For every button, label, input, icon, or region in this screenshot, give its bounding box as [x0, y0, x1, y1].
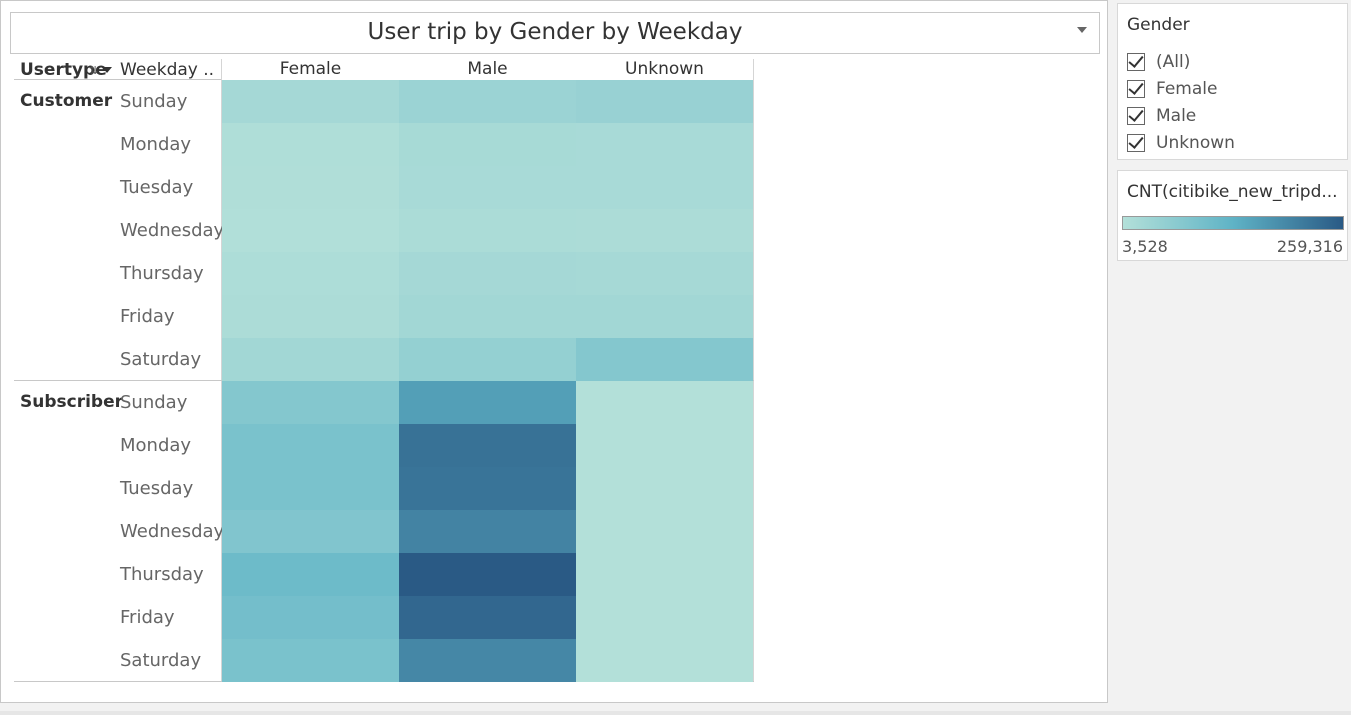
check-icon — [1128, 106, 1144, 122]
title-dropdown-icon[interactable] — [1077, 27, 1087, 33]
heatmap-cell-customer-saturday-unknown[interactable] — [576, 338, 753, 381]
row-label-subscriber-monday: Monday — [120, 435, 192, 456]
check-icon — [1128, 79, 1144, 95]
filter-label: Female — [1156, 79, 1218, 99]
color-gradient-bar — [1122, 216, 1344, 230]
heatmap-cell-customer-thursday-female[interactable] — [222, 252, 399, 295]
heatmap-cell-subscriber-tuesday-female[interactable] — [222, 467, 399, 510]
row-label-subscriber-friday: Friday — [120, 607, 175, 628]
heatmap-cell-subscriber-wednesday-female[interactable] — [222, 510, 399, 553]
bottom-tab-strip — [0, 711, 1351, 715]
heatmap-cell-customer-saturday-female[interactable] — [222, 338, 399, 381]
legend-min-label: 3,528 — [1122, 237, 1168, 256]
header-divider — [14, 79, 222, 80]
checkbox-male[interactable] — [1127, 106, 1145, 125]
row-label-customer-friday: Friday — [120, 306, 175, 327]
checkbox-all[interactable] — [1127, 52, 1145, 71]
heatmap-cell-subscriber-sunday-male[interactable] — [399, 381, 576, 424]
heatmap-cell-subscriber-thursday-female[interactable] — [222, 553, 399, 596]
heatmap-cell-customer-thursday-unknown[interactable] — [576, 252, 753, 295]
heatmap-cell-customer-sunday-unknown[interactable] — [576, 80, 753, 123]
heatmap-cell-subscriber-saturday-female[interactable] — [222, 639, 399, 682]
legend-max-label: 259,316 — [1276, 237, 1343, 256]
heatmap-cell-subscriber-tuesday-unknown[interactable] — [576, 467, 753, 510]
check-icon — [1128, 133, 1144, 149]
row-label-customer-monday: Monday — [120, 134, 192, 155]
row-label-customer-sunday: Sunday — [120, 91, 188, 112]
checkbox-unknown[interactable] — [1127, 133, 1145, 152]
row-label-customer-thursday: Thursday — [120, 263, 204, 284]
heatmap-cell-customer-tuesday-female[interactable] — [222, 166, 399, 209]
heatmap-cell-subscriber-thursday-male[interactable] — [399, 553, 576, 596]
row-label-customer-wednesday: Wednesday — [120, 220, 225, 241]
heatmap-cell-customer-monday-male[interactable] — [399, 123, 576, 166]
row-label-subscriber-saturday: Saturday — [120, 650, 202, 671]
heatmap-cell-customer-sunday-female[interactable] — [222, 80, 399, 123]
worksheet-area: User trip by Gender by Weekday Usertype … — [0, 0, 1108, 703]
filter-title: Gender — [1127, 15, 1190, 35]
heatmap-cell-customer-tuesday-male[interactable] — [399, 166, 576, 209]
heatmap-cell-customer-friday-female[interactable] — [222, 295, 399, 338]
heatmap-cell-customer-monday-female[interactable] — [222, 123, 399, 166]
heatmap-cell-subscriber-wednesday-male[interactable] — [399, 510, 576, 553]
heatmap-cell-subscriber-tuesday-male[interactable] — [399, 467, 576, 510]
chart-title: User trip by Gender by Weekday — [367, 19, 743, 45]
heatmap-cell-subscriber-monday-unknown[interactable] — [576, 424, 753, 467]
heatmap-cell-customer-friday-male[interactable] — [399, 295, 576, 338]
row-label-subscriber-sunday: Sunday — [120, 392, 188, 413]
column-header-male[interactable]: Male — [467, 59, 508, 79]
column-header-unknown[interactable]: Unknown — [625, 59, 704, 79]
row-label-subscriber-tuesday: Tuesday — [120, 478, 194, 499]
usertype-sort-arrow-icon[interactable] — [102, 67, 112, 73]
table-right-border — [753, 59, 754, 681]
heatmap-cell-customer-friday-unknown[interactable] — [576, 295, 753, 338]
column-header-female[interactable]: Female — [279, 59, 342, 79]
weekday-header[interactable]: Weekday .. — [120, 60, 215, 80]
row-label-subscriber-wednesday: Wednesday — [120, 521, 225, 542]
heatmap-cell-subscriber-friday-unknown[interactable] — [576, 596, 753, 639]
check-icon — [1128, 52, 1144, 68]
filter-label: Male — [1156, 106, 1197, 126]
heatmap-cell-subscriber-friday-male[interactable] — [399, 596, 576, 639]
row-label-customer-saturday: Saturday — [120, 349, 202, 370]
heatmap-cell-subscriber-saturday-male[interactable] — [399, 639, 576, 682]
heatmap-cell-subscriber-saturday-unknown[interactable] — [576, 639, 753, 682]
heatmap-cell-subscriber-monday-female[interactable] — [222, 424, 399, 467]
color-legend-panel: CNT(citibike_new_tripd... 3,528 259,316 — [1117, 170, 1348, 261]
heatmap-cell-customer-thursday-male[interactable] — [399, 252, 576, 295]
heatmap-cell-customer-wednesday-female[interactable] — [222, 209, 399, 252]
checkbox-female[interactable] — [1127, 79, 1145, 98]
title-bar: User trip by Gender by Weekday — [10, 12, 1100, 54]
heatmap-cell-subscriber-thursday-unknown[interactable] — [576, 553, 753, 596]
filter-label: Unknown — [1156, 133, 1235, 153]
legend-title: CNT(citibike_new_tripd... — [1127, 182, 1338, 202]
heatmap-cell-customer-wednesday-unknown[interactable] — [576, 209, 753, 252]
heatmap-cell-subscriber-sunday-unknown[interactable] — [576, 381, 753, 424]
sort-icon[interactable]: ⇅ — [89, 64, 99, 77]
filter-label: (All) — [1156, 52, 1191, 72]
heatmap-cell-subscriber-friday-female[interactable] — [222, 596, 399, 639]
heatmap-cell-subscriber-wednesday-unknown[interactable] — [576, 510, 753, 553]
heatmap-cell-subscriber-monday-male[interactable] — [399, 424, 576, 467]
group-label-customer: Customer — [20, 91, 113, 111]
heatmap-cell-customer-saturday-male[interactable] — [399, 338, 576, 381]
row-label-customer-tuesday: Tuesday — [120, 177, 194, 198]
heatmap-cell-customer-monday-unknown[interactable] — [576, 123, 753, 166]
heatmap-cell-customer-tuesday-unknown[interactable] — [576, 166, 753, 209]
gender-filter-panel: Gender (All) Female Male Unknown — [1117, 3, 1348, 160]
row-header-divider — [221, 59, 222, 681]
group-label-subscriber: Subscriber — [20, 392, 124, 412]
heatmap-cell-customer-sunday-male[interactable] — [399, 80, 576, 123]
usertype-header[interactable]: Usertype — [20, 60, 107, 80]
heatmap-cell-customer-wednesday-male[interactable] — [399, 209, 576, 252]
heatmap-cell-subscriber-sunday-female[interactable] — [222, 381, 399, 424]
row-label-subscriber-thursday: Thursday — [120, 564, 204, 585]
